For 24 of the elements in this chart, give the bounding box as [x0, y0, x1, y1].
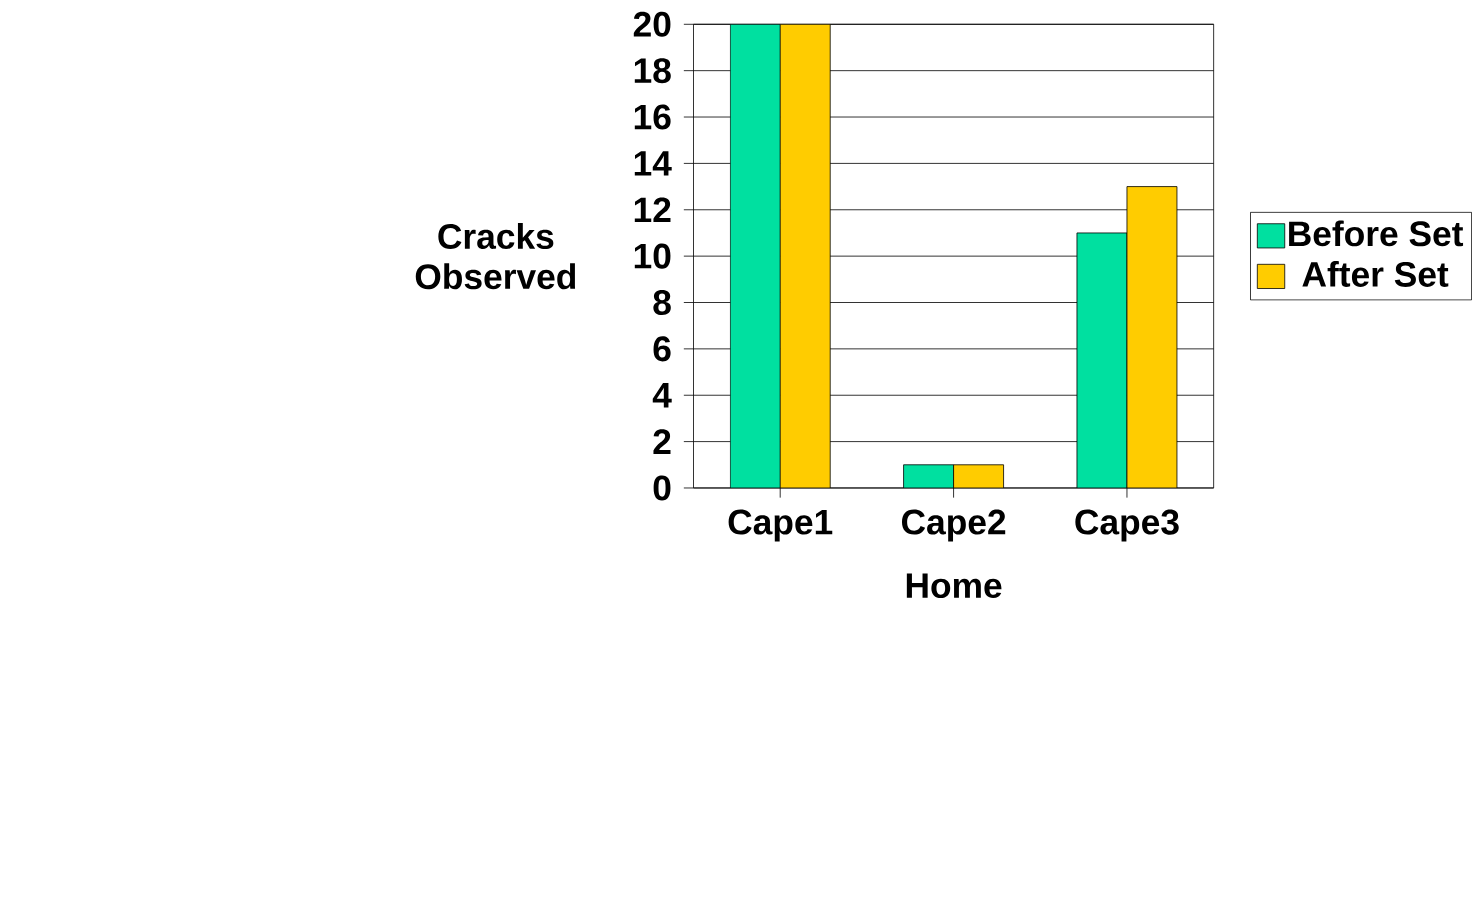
bar [779, 24, 831, 489]
legend-label: After Set [1302, 261, 1449, 288]
y-tick-label: 14 [634, 151, 672, 176]
y-tick-label: 8 [653, 290, 671, 316]
x-tick-label: Cape3 [1075, 509, 1179, 542]
y-tick-label: 18 [634, 58, 671, 84]
y-tick-label: 20 [633, 11, 671, 37]
y-axis-title: Cracks Observed [415, 223, 576, 290]
bar [729, 24, 781, 489]
bar [903, 464, 954, 489]
x-tick-label: Cape1 [728, 509, 833, 542]
y-tick-label: 0 [653, 475, 671, 501]
x-axis-title: Home [906, 573, 1002, 599]
legend-label: Before Set [1289, 220, 1464, 247]
y-tick-label: 6 [653, 336, 671, 362]
y-tick-label: 12 [634, 197, 671, 223]
bar [953, 464, 1004, 489]
x-tick-label: Cape2 [901, 509, 1006, 542]
y-tick-label: 16 [634, 104, 671, 130]
y-tick-label: 10 [634, 243, 671, 269]
bar [1126, 186, 1178, 489]
y-tick-label: 4 [652, 383, 672, 408]
bar [1076, 232, 1128, 489]
y-tick-label: 2 [653, 429, 671, 455]
